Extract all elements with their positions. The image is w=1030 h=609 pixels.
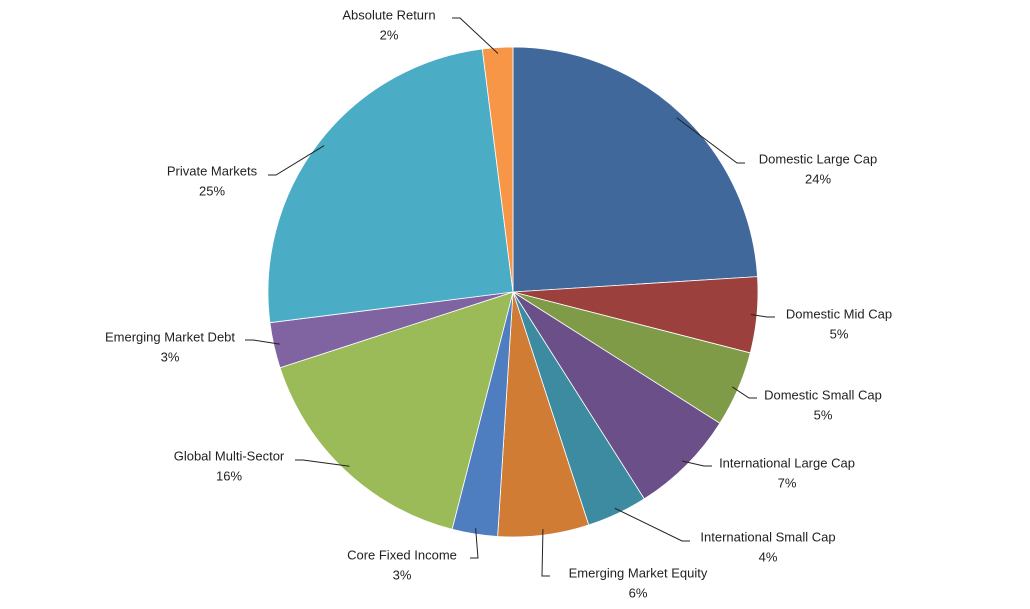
leader-line xyxy=(676,117,745,164)
leader-line xyxy=(750,313,775,318)
leader-line xyxy=(681,460,712,467)
slice-value-label: 3% xyxy=(393,567,412,582)
pie-slice xyxy=(512,46,758,293)
slice-label: Core Fixed Income xyxy=(347,547,457,562)
slice-value-label: 16% xyxy=(216,468,242,483)
slice-value-label: 5% xyxy=(830,326,849,341)
slice-value-label: 2% xyxy=(380,27,399,42)
slice-value-label: 6% xyxy=(629,585,648,600)
slice-label: Private Markets xyxy=(167,163,258,178)
slice-value-label: 24% xyxy=(805,171,831,186)
slice-value-label: 3% xyxy=(161,349,180,364)
leader-line xyxy=(614,507,690,542)
leader-line xyxy=(268,145,325,176)
slice-value-label: 25% xyxy=(199,183,225,198)
leader-line xyxy=(245,339,280,345)
leader-line xyxy=(295,459,350,467)
slice-label: Emerging Market Debt xyxy=(105,329,235,344)
slice-label: Absolute Return xyxy=(342,7,435,22)
slice-value-label: 7% xyxy=(778,475,797,490)
pie-slice xyxy=(279,291,514,530)
slice-value-label: 4% xyxy=(759,549,778,564)
slice-label: Domestic Mid Cap xyxy=(786,306,892,321)
slice-label: International Small Cap xyxy=(700,529,835,544)
slice-label: Domestic Large Cap xyxy=(759,151,878,166)
leader-line xyxy=(541,529,550,577)
slice-label: Global Multi-Sector xyxy=(174,448,285,463)
pie-slice xyxy=(267,48,514,324)
leader-line xyxy=(470,528,479,559)
slice-label: International Large Cap xyxy=(719,455,855,470)
slice-label: Domestic Small Cap xyxy=(764,387,882,402)
pie-slice xyxy=(481,46,514,293)
pie-slice xyxy=(512,291,721,500)
leader-line xyxy=(452,17,499,54)
leader-line xyxy=(732,386,757,399)
slice-label: Emerging Market Equity xyxy=(569,565,708,580)
slice-value-label: 5% xyxy=(814,407,833,422)
